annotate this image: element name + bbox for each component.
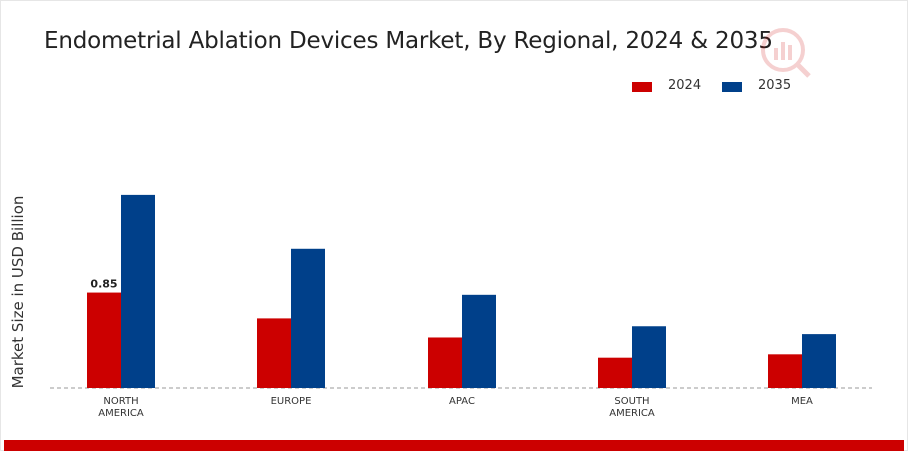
legend-swatch-series-2 <box>722 82 742 92</box>
data-label: 0.85 <box>90 278 117 291</box>
bar-2035-south-america <box>632 326 666 388</box>
legend-label-series-1: 2024 <box>668 78 702 93</box>
legend-swatch-series-1 <box>632 82 652 92</box>
bar-2024-north-america <box>87 292 121 388</box>
bar-2024-south-america <box>598 357 632 388</box>
legend-label-series-2: 2035 <box>758 78 792 93</box>
bar-2035-mea <box>802 334 836 388</box>
bar-2024-mea <box>768 354 802 388</box>
x-tick-label: EUROPE <box>271 396 312 407</box>
x-tick-label: SOUTH AMERICA <box>609 396 655 419</box>
chart-title: Endometrial Ablation Devices Market, By … <box>44 28 773 54</box>
bar-2035-europe <box>291 248 325 388</box>
bar-2035-apac <box>462 294 496 388</box>
bar-2024-europe <box>257 318 291 388</box>
x-tick-label: APAC <box>449 396 475 407</box>
bar-2024-apac <box>428 337 462 388</box>
x-tick-label: MEA <box>791 396 813 407</box>
bottom-accent-bar <box>4 440 904 451</box>
watermark-logo-icon <box>761 28 811 78</box>
x-tick-label: NORTH AMERICA <box>98 396 144 419</box>
bar-2035-north-america <box>121 194 155 388</box>
